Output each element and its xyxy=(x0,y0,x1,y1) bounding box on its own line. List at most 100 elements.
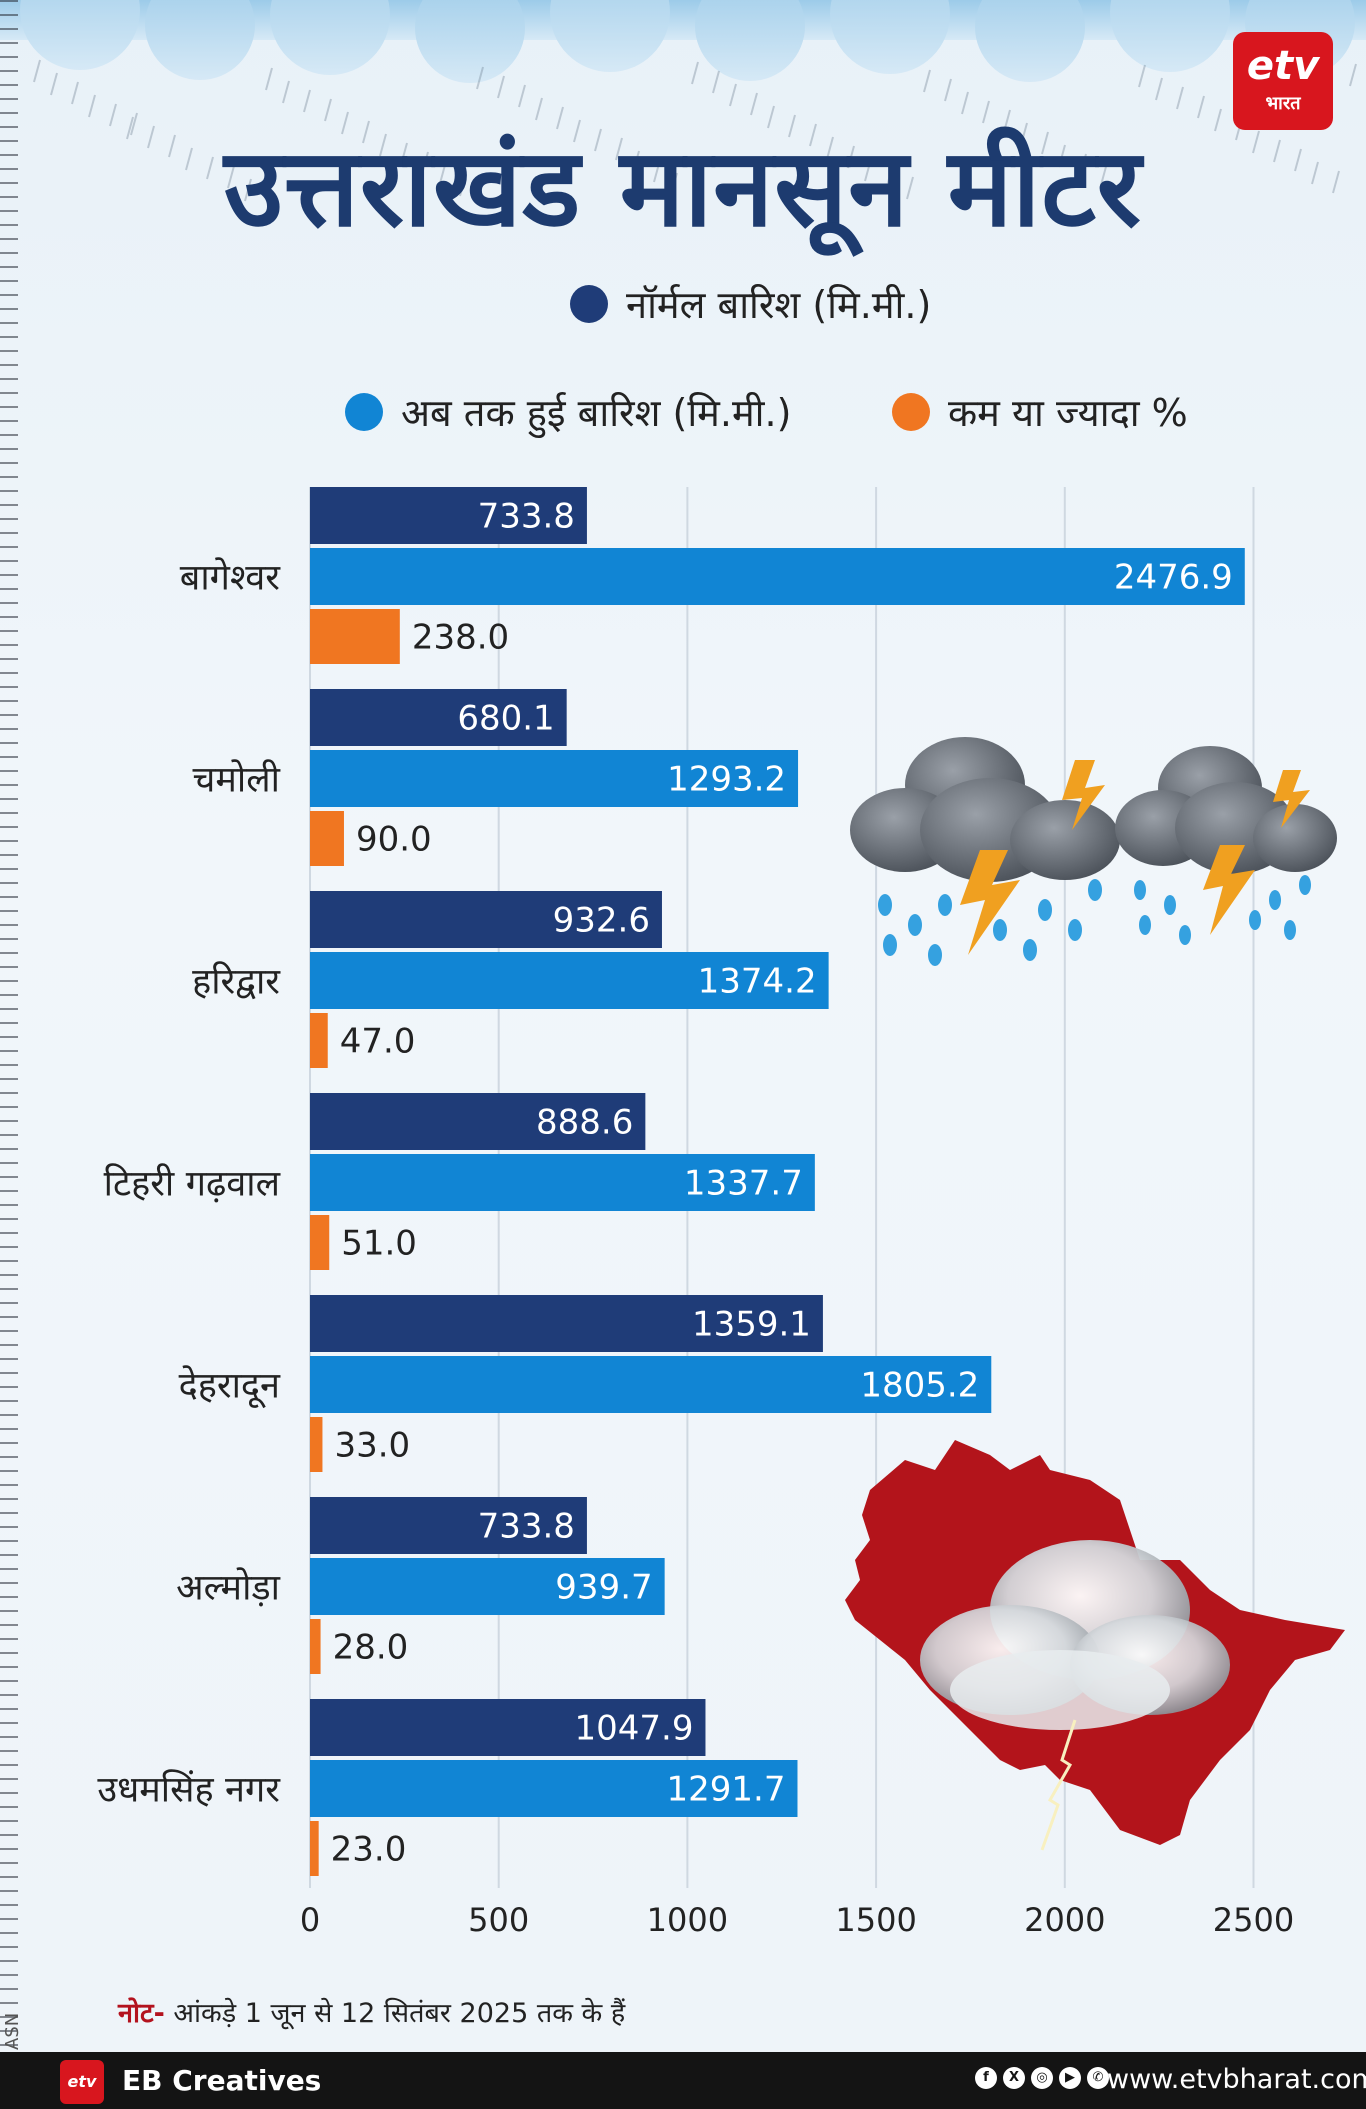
rain-streak xyxy=(1349,63,1357,87)
bar-value-label: 1374.2 xyxy=(698,962,817,1002)
rain-streak xyxy=(303,89,311,113)
rain-streak xyxy=(438,164,446,188)
rain-streak xyxy=(1041,131,1049,155)
bar-percent xyxy=(310,1619,321,1674)
rain-streak xyxy=(1020,122,1028,146)
logo-mark: etv xyxy=(1246,43,1320,89)
bar-percent xyxy=(310,1215,330,1270)
facebook-icon[interactable]: f xyxy=(975,2067,997,2089)
instagram-icon[interactable]: ◎ xyxy=(1031,2067,1053,2089)
rain-streak xyxy=(88,94,96,118)
bar-value-label: 90.0 xyxy=(356,820,432,860)
rain-streak xyxy=(788,114,796,138)
rain-streak xyxy=(670,172,678,196)
rain-streak xyxy=(906,176,914,200)
uttarakhand-map-icon xyxy=(845,1440,1345,1851)
legend-normal-dot xyxy=(570,285,608,323)
rain-streak xyxy=(864,158,872,182)
rain-streaks xyxy=(33,59,1357,202)
rain-streak xyxy=(130,112,138,136)
bar-actual xyxy=(310,1356,992,1413)
bar-actual xyxy=(310,750,799,807)
rain-streak xyxy=(885,167,893,191)
rain-streak xyxy=(1332,170,1340,194)
page-title: उत्तराखंड मानसून मीटर xyxy=(224,126,1142,251)
category-label: टिहरी गढ़वाल xyxy=(104,1163,281,1205)
rain-streak xyxy=(147,125,155,149)
x-tick-label: 1000 xyxy=(647,1901,728,1939)
x-tick-label: 2000 xyxy=(1024,1901,1105,1939)
rain-streak xyxy=(712,70,720,94)
rain-streak xyxy=(71,81,79,105)
rain-streak xyxy=(653,159,661,183)
rain-streak xyxy=(729,83,737,107)
footer-credit: EB Creatives xyxy=(122,2064,322,2097)
bar-value-label: 1805.2 xyxy=(860,1366,979,1406)
bar-percent xyxy=(310,1417,323,1472)
rain-streak xyxy=(982,100,990,124)
bar-value-label: 23.0 xyxy=(331,1830,407,1870)
bar-value-label: 33.0 xyxy=(334,1426,410,1466)
rain-streak xyxy=(632,150,640,174)
bar-percent xyxy=(310,1013,328,1068)
bar-value-label: 939.7 xyxy=(555,1568,652,1608)
rain-streak xyxy=(476,66,484,90)
rain-streak xyxy=(109,103,117,127)
x-icon[interactable]: X xyxy=(1003,2067,1025,2089)
bar-value-label: 47.0 xyxy=(340,1022,416,1062)
bar-value-label: 888.6 xyxy=(536,1103,633,1143)
rain-streak xyxy=(1252,130,1260,154)
rain-streak xyxy=(573,119,581,143)
category-label: चमोली xyxy=(193,759,281,801)
x-tick-label: 0 xyxy=(300,1901,320,1939)
rain-streak xyxy=(126,116,134,140)
rain-streak xyxy=(185,147,193,171)
rain-streak xyxy=(33,59,41,83)
rain-streak xyxy=(809,123,817,147)
rain-streak xyxy=(282,80,290,104)
rain-streak xyxy=(400,142,408,166)
rain-streak xyxy=(518,84,526,108)
category-label: अल्मोड़ा xyxy=(176,1567,281,1609)
rain-streak xyxy=(1197,95,1205,119)
rain-streak xyxy=(1138,64,1146,88)
footer-bar: etv EB Creatives f X ◎ ▶ ✆ www.etvbharat… xyxy=(0,2052,1366,2109)
rain-streak xyxy=(923,69,931,93)
rain-streak xyxy=(265,67,273,91)
note-text: आंकड़े 1 जून से 12 सितंबर 2025 तक के हैं xyxy=(164,1998,626,2029)
bar-normal xyxy=(310,891,662,948)
rain-streak xyxy=(750,92,758,116)
bar-normal xyxy=(310,1093,646,1150)
rain-streak xyxy=(206,156,214,180)
bar-value-label: 51.0 xyxy=(341,1224,417,1264)
rain-streak xyxy=(615,137,623,161)
bar-actual xyxy=(310,1558,665,1615)
bar-value-label: 238.0 xyxy=(412,618,509,658)
chart-labels: बागेश्वर 733.8 2476.9 238.0 चमोली 680.1 1293.2… xyxy=(97,497,1232,1870)
bar-actual xyxy=(310,1760,798,1817)
rain-streak xyxy=(168,134,176,158)
bar-value-label: 1291.7 xyxy=(667,1770,786,1810)
sky-cloud-band xyxy=(0,0,1366,83)
legend-actual-label: अब तक हुई बारिश (मि.मी.) xyxy=(401,391,792,435)
rain-streak xyxy=(1294,148,1302,172)
website-link[interactable]: www.etvbharat.com xyxy=(1107,2064,1366,2095)
bar-value-label: 1047.9 xyxy=(575,1709,694,1749)
social-icons: f X ◎ ▶ ✆ xyxy=(975,2067,1109,2089)
rain-streak xyxy=(362,120,370,144)
rain-streak xyxy=(244,178,252,202)
rain-streak xyxy=(50,72,58,96)
rain-streak xyxy=(691,61,699,85)
bar-value-label: 1337.7 xyxy=(684,1164,803,1204)
ruler-decoration xyxy=(0,0,30,2050)
bar-value-label: 2476.9 xyxy=(1114,558,1233,598)
whatsapp-icon[interactable]: ✆ xyxy=(1087,2067,1109,2089)
x-tick-label: 1500 xyxy=(835,1901,916,1939)
rain-streak xyxy=(594,128,602,152)
youtube-icon[interactable]: ▶ xyxy=(1059,2067,1081,2089)
thunderstorm-icon-small xyxy=(1115,746,1337,945)
category-label: उधमसिंह नगर xyxy=(97,1769,281,1811)
category-label: बागेश्वर xyxy=(180,557,281,599)
bar-value-label: 733.8 xyxy=(478,1507,575,1547)
